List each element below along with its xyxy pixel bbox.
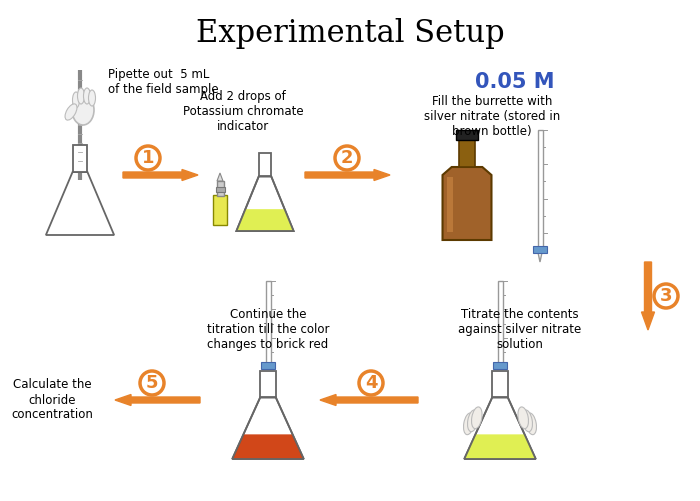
Ellipse shape [522, 410, 533, 432]
Polygon shape [237, 176, 293, 231]
Circle shape [140, 371, 164, 395]
Bar [493, 362, 507, 369]
Bar [458, 140, 475, 167]
Text: Add 2 drops of
Potassium chromate
indicator: Add 2 drops of Potassium chromate indica… [183, 90, 303, 133]
Polygon shape [46, 172, 114, 235]
Text: 4: 4 [365, 374, 377, 392]
Text: Calculate the
chloride
concentration: Calculate the chloride concentration [11, 378, 93, 421]
Text: 1: 1 [141, 149, 154, 167]
Polygon shape [232, 434, 304, 459]
Bar [213, 195, 227, 225]
FancyArrow shape [305, 169, 390, 180]
Ellipse shape [468, 410, 478, 432]
Bar [538, 130, 542, 250]
Polygon shape [442, 167, 491, 240]
FancyArrow shape [123, 169, 198, 180]
Polygon shape [538, 250, 542, 262]
Ellipse shape [526, 413, 536, 435]
Ellipse shape [463, 413, 474, 435]
Circle shape [136, 146, 160, 170]
Ellipse shape [65, 104, 77, 120]
Text: Continue the
titration till the color
changes to brick red: Continue the titration till the color ch… [206, 308, 329, 351]
Bar [73, 145, 88, 172]
FancyArrow shape [320, 394, 418, 405]
Text: Titrate the contents
against silver nitrate
solution: Titrate the contents against silver nitr… [458, 308, 582, 351]
Ellipse shape [83, 88, 90, 104]
Bar [216, 187, 225, 192]
FancyArrow shape [115, 394, 200, 405]
Ellipse shape [72, 95, 94, 125]
Bar [533, 246, 547, 253]
Circle shape [359, 371, 383, 395]
Bar [492, 371, 508, 397]
Text: Fill the burrette with
silver nitrate (stored in
brown bottle): Fill the burrette with silver nitrate (s… [424, 95, 560, 138]
Ellipse shape [472, 407, 482, 429]
Bar [261, 362, 275, 369]
Polygon shape [237, 209, 293, 231]
Bar [265, 281, 270, 366]
Circle shape [654, 284, 678, 308]
Bar [260, 371, 276, 397]
Bar [447, 177, 453, 232]
Text: 2: 2 [341, 149, 354, 167]
Text: 3: 3 [659, 287, 672, 305]
Text: 5: 5 [146, 374, 158, 392]
Circle shape [335, 146, 359, 170]
FancyArrow shape [641, 262, 654, 330]
Bar [216, 181, 223, 196]
Bar [498, 281, 503, 366]
Polygon shape [464, 434, 536, 459]
Bar [456, 130, 478, 140]
Polygon shape [217, 173, 223, 181]
Text: 0.05 M: 0.05 M [475, 72, 554, 92]
Polygon shape [232, 397, 304, 459]
Text: Experimental Setup: Experimental Setup [196, 18, 504, 49]
Text: Pipette out  5 mL
of the field sample: Pipette out 5 mL of the field sample [108, 68, 218, 96]
Bar [259, 153, 271, 176]
Ellipse shape [518, 407, 528, 429]
Ellipse shape [73, 92, 80, 108]
Polygon shape [464, 397, 536, 459]
Ellipse shape [88, 90, 95, 106]
Ellipse shape [78, 88, 85, 104]
